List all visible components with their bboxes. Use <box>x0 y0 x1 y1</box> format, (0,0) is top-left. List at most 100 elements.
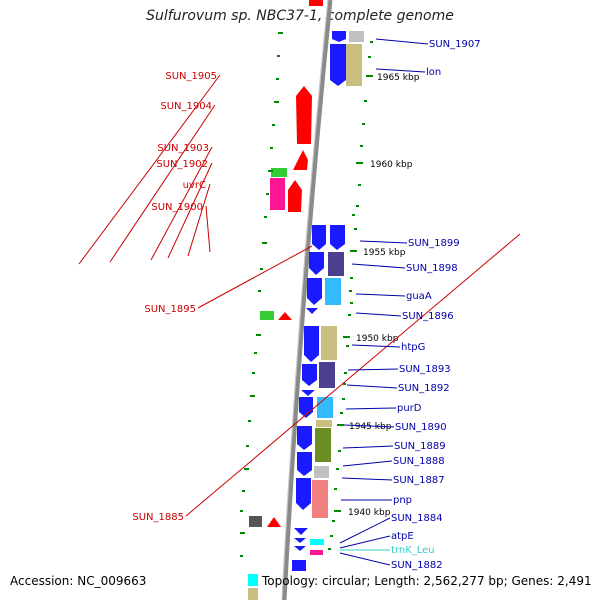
scale-tick-left <box>240 555 243 557</box>
leader-line-right <box>339 535 391 549</box>
scale-tick-left <box>262 242 267 244</box>
kbp-label: 1965 kbp <box>377 73 420 83</box>
gene-label-right: pnp <box>393 495 412 506</box>
gene-label-left: SUN_1885 <box>132 512 184 523</box>
kbp-tick <box>334 510 341 512</box>
gene-label-right: SUN_1892 <box>398 383 450 394</box>
scale-tick-right <box>354 228 357 230</box>
left-strand-genes <box>248 86 312 600</box>
scale-tick-left <box>278 32 283 34</box>
scale-tick-right <box>346 345 349 347</box>
scale-tick-right <box>343 383 346 385</box>
gene-label-left: SUN_1895 <box>144 304 196 315</box>
gene-block-trnk-magenta <box>310 550 323 555</box>
gene-label-left: SUN_1905 <box>165 71 217 82</box>
leader-line-right <box>345 407 397 410</box>
genome-backbone <box>281 0 333 600</box>
gene-label-right: SUN_1898 <box>406 263 458 274</box>
scale-tick-left <box>246 445 249 447</box>
scale-tick-left <box>248 420 251 422</box>
gene-arrow-sun1893 <box>302 364 317 386</box>
gene-block-bottom-cyan <box>248 574 258 586</box>
scale-tick-left <box>244 468 249 470</box>
kbp-scale: 1965 kbp 1960 kbp 1955 kbp 1950 kbp 1945 kbp… <box>334 73 420 518</box>
scale-tick-right <box>342 398 345 400</box>
gene-label-right: htpG <box>401 342 425 353</box>
gene-block-sun1888-gray <box>314 466 329 478</box>
gene-label-right: lon <box>426 67 441 78</box>
leader-line-right <box>342 460 393 467</box>
kbp-tick <box>366 75 373 77</box>
scale-tick-right <box>370 41 373 43</box>
gene-block-htpg-khaki <box>321 326 337 360</box>
gene-label-left: uvrC <box>183 180 206 191</box>
gene-arrow-guaa <box>307 278 322 305</box>
gene-arrow-sun1896 <box>306 308 318 314</box>
scale-tick-left <box>240 532 245 534</box>
gene-label-right: SUN_1907 <box>429 39 481 50</box>
scale-tick-right <box>349 290 352 292</box>
gene-arrow-sun1904 <box>296 86 312 144</box>
scale-tick-left <box>250 395 255 397</box>
kbp-label: 1955 kbp <box>363 248 406 258</box>
scale-tick-right <box>328 548 331 550</box>
scale-tick-left <box>264 216 267 218</box>
gene-block-sun1882 <box>292 560 306 571</box>
leader-line-right <box>342 445 394 449</box>
gene-block-sun1902 <box>271 168 287 177</box>
gene-label-right: trnK_Leu <box>391 545 435 556</box>
gene-label-left: SUN_1903 <box>157 143 209 154</box>
gene-block-sun1893-slate <box>319 362 335 388</box>
gene-arrow-htpg <box>304 326 319 362</box>
scale-tick-right <box>350 277 353 279</box>
scale-tick-left <box>256 334 261 336</box>
scale-tick-left <box>274 101 279 103</box>
scale-tick-right <box>358 184 361 186</box>
scale-tick-left <box>266 193 269 195</box>
gene-block-atpe-cyan <box>310 539 324 545</box>
leader-line-right <box>375 68 426 73</box>
scale-tick-right <box>360 145 363 147</box>
gene-block-sun1889-olive <box>315 428 331 462</box>
kbp-tick <box>343 336 350 338</box>
kbp-label: 1950 kbp <box>356 334 399 344</box>
gene-arrow-sun1899b <box>330 225 345 250</box>
gene-leader-lines <box>78 38 521 566</box>
gene-arrow-sun1889 <box>297 452 312 476</box>
leader-line-right <box>359 240 408 244</box>
gene-block-lon-khaki <box>346 44 362 86</box>
gene-block-top-red <box>309 0 323 6</box>
gene-label-right: SUN_1888 <box>393 456 445 467</box>
scale-tick-left <box>276 78 279 80</box>
gene-arrow-sun1885 <box>267 517 281 527</box>
gene-arrow-sun1888 <box>296 478 311 510</box>
scale-tick-right <box>340 412 343 414</box>
leader-line-right <box>347 368 399 371</box>
gene-label-right: SUN_1896 <box>402 311 454 322</box>
gene-label-right: SUN_1890 <box>395 422 447 433</box>
gene-arrow-lon <box>330 44 346 86</box>
scale-tick-left <box>270 147 273 149</box>
kbp-label: 1960 kbp <box>370 160 413 170</box>
leader-line-right <box>343 424 395 428</box>
accession-label: Accession: NC_009663 <box>10 574 147 588</box>
gene-block-uvrc <box>270 178 285 210</box>
gene-arrow-sun1898 <box>309 252 324 275</box>
leader-line-left <box>187 183 211 257</box>
leader-line-right <box>375 38 429 45</box>
leader-line-left <box>205 205 211 253</box>
leader-line-left <box>150 146 213 261</box>
leader-line-right <box>346 384 398 389</box>
gene-labels: SUN_1905 SUN_1904 SUN_1903 SUN_1902 uvrC SUN_… <box>132 39 480 571</box>
leader-line-right <box>339 517 391 544</box>
leader-line-left <box>109 104 216 263</box>
scale-tick-right <box>338 450 341 452</box>
gene-label-right: SUN_1884 <box>391 513 443 524</box>
scale-tick-left <box>242 490 245 492</box>
scale-tick-right <box>350 302 353 304</box>
gene-block-sun1907-gray <box>349 31 364 42</box>
genome-title: Sulfurovum sp. NBC37-1, complete genome <box>146 8 454 24</box>
scale-tick-left <box>254 352 257 354</box>
